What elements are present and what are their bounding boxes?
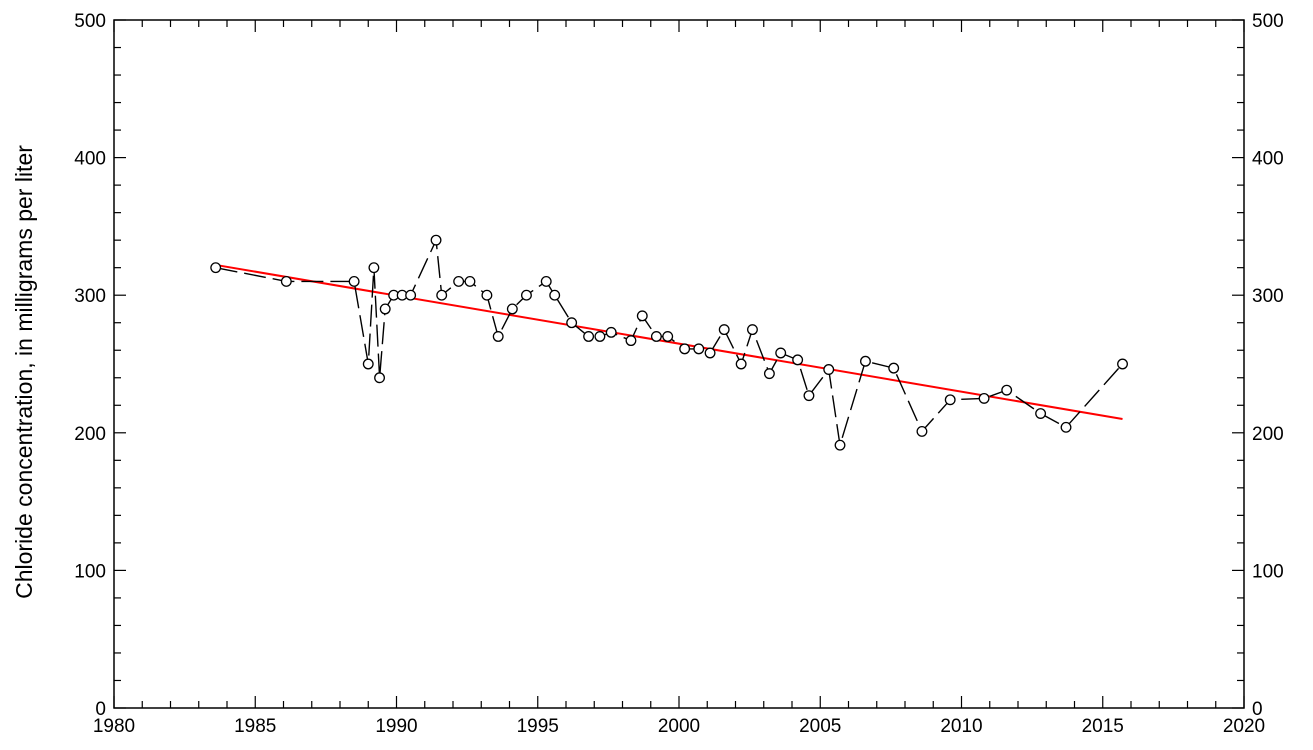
x-tick-label: 1985 [234, 716, 276, 737]
data-point [549, 289, 561, 301]
y-tick-label-right: 100 [1252, 561, 1284, 582]
data-point [605, 326, 617, 338]
data-point [583, 331, 595, 342]
data-point [718, 324, 730, 336]
data-point [492, 331, 504, 342]
data-point [625, 335, 637, 347]
data-point [888, 362, 900, 374]
y-tick-label-right: 0 [1252, 699, 1263, 720]
data-point [379, 303, 391, 315]
y-tick-label-right: 500 [1252, 11, 1284, 32]
data-point [540, 275, 552, 287]
x-tick-label: 1995 [517, 716, 559, 737]
y-tick-label: 200 [74, 424, 106, 445]
x-tick-label: 2000 [658, 716, 700, 737]
data-point [834, 439, 846, 451]
data-point [763, 368, 775, 380]
y-tick-label: 100 [74, 561, 106, 582]
y-tick-label: 500 [74, 11, 106, 32]
x-tick-label: 2020 [1223, 716, 1265, 737]
data-point [944, 394, 956, 406]
data-point [453, 275, 465, 287]
data-point [481, 289, 493, 301]
data-point [1060, 421, 1072, 433]
trend-line [215, 263, 1123, 421]
data-point [374, 372, 386, 384]
data-point [436, 289, 448, 301]
plot-frame [113, 19, 1245, 709]
axis-ticks [113, 19, 1245, 709]
x-tick-label: 1980 [93, 716, 135, 737]
x-tick-label: 2015 [1082, 716, 1124, 737]
data-point [521, 289, 532, 301]
data-point [693, 343, 705, 355]
x-tick-label: 2010 [940, 716, 982, 737]
data-series-group [210, 234, 1128, 451]
y-tick-label: 300 [74, 286, 106, 307]
y-tick-label-right: 200 [1252, 424, 1284, 445]
y-tick-label: 400 [74, 149, 106, 170]
plot-border [113, 19, 1245, 709]
data-point [803, 390, 815, 402]
data-point [1035, 408, 1047, 419]
y-axis-label: Chloride concentration, in milligrams pe… [11, 145, 37, 599]
data-point [280, 275, 292, 287]
data-point [1117, 358, 1128, 370]
data-point [792, 354, 804, 366]
data-point [775, 347, 787, 359]
data-point [506, 303, 518, 315]
x-tick-label: 1990 [375, 716, 417, 737]
data-point [978, 392, 990, 404]
x-tick-label: 2005 [799, 716, 841, 737]
data-point [916, 425, 928, 437]
data-point [735, 358, 747, 370]
data-point [362, 358, 374, 370]
data-point [860, 355, 871, 367]
data-point [636, 310, 648, 322]
data-point [348, 275, 360, 287]
data-point [368, 262, 380, 274]
data-point [747, 324, 758, 336]
data-point [594, 331, 606, 342]
data-point [405, 289, 417, 301]
data-point [210, 262, 222, 274]
y-tick-label-right: 400 [1252, 149, 1284, 170]
y-tick-label: 0 [95, 699, 106, 720]
y-tick-label-right: 300 [1252, 286, 1284, 307]
data-point [1001, 384, 1013, 396]
trend-line-group [215, 263, 1123, 421]
data-point [662, 331, 674, 342]
data-point [430, 234, 442, 246]
data-point [650, 331, 662, 342]
data-point [679, 343, 691, 355]
data-point [704, 347, 716, 359]
data-point [464, 275, 476, 287]
data-point [823, 364, 835, 375]
data-point [566, 317, 578, 329]
